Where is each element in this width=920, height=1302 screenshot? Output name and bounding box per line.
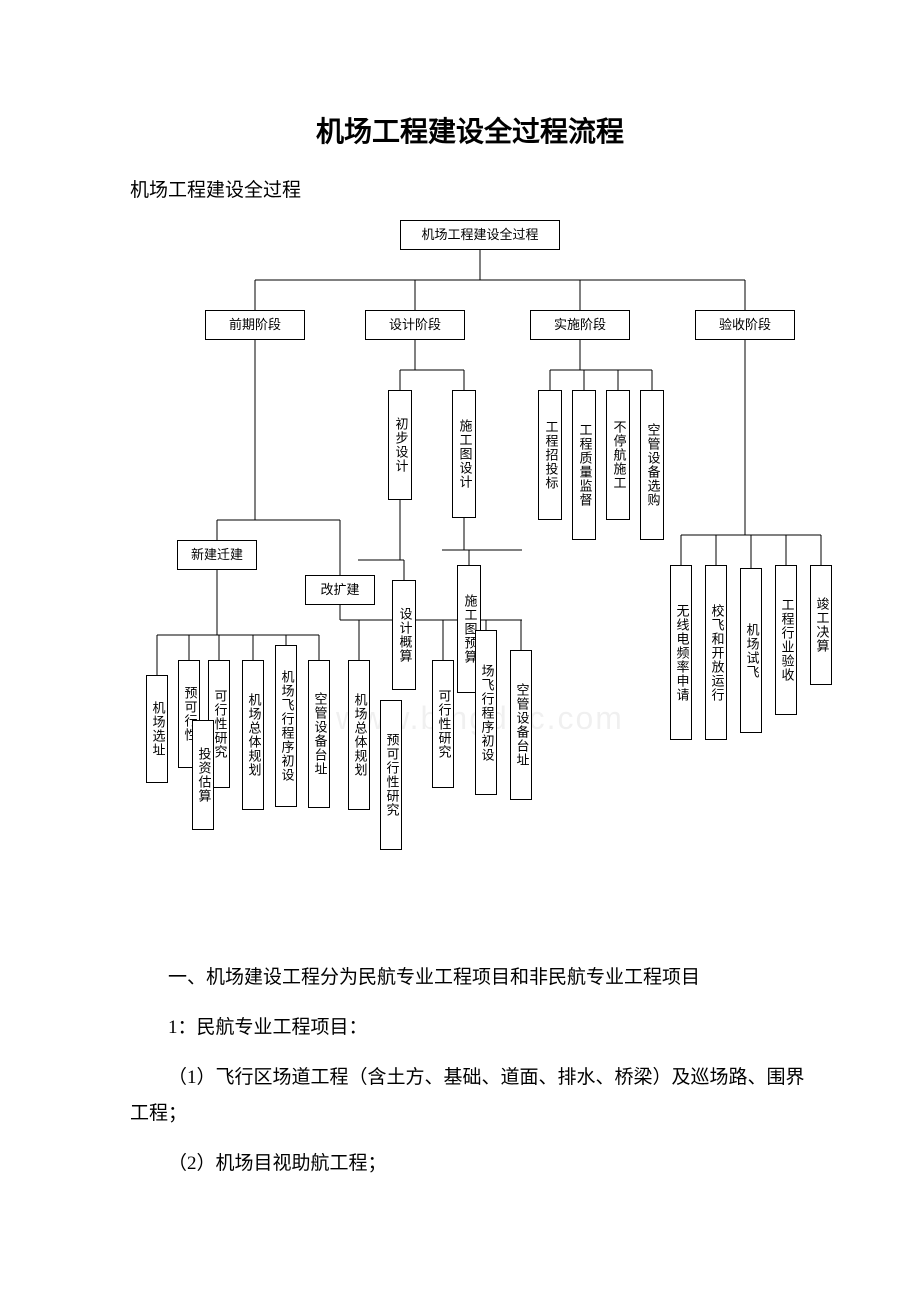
node-d2: 施工图设计 (452, 390, 476, 518)
node-dg: 设计概算 (392, 580, 416, 690)
node-phase4: 验收阶段 (695, 310, 795, 340)
node-phase3: 实施阶段 (530, 310, 630, 340)
flowchart: www.bingdoc.com 机场工程建设全过程前期阶段设计阶段实施阶段验收阶… (130, 220, 830, 920)
node-i1: 工程招投标 (538, 390, 562, 520)
node-n5: 机场飞行程序初设 (275, 645, 297, 807)
node-i3: 不停航施工 (606, 390, 630, 520)
page-title: 机场工程建设全过程流程 (130, 110, 810, 150)
node-d1: 初步设计 (388, 390, 412, 500)
node-n1: 机场选址 (146, 675, 168, 783)
node-n6: 空管设备台址 (308, 660, 330, 808)
node-eb: 改扩建 (305, 575, 375, 605)
node-phase1: 前期阶段 (205, 310, 305, 340)
paragraph-2: 1：民航专业工程项目： (130, 1010, 810, 1046)
node-root: 机场工程建设全过程 (400, 220, 560, 250)
node-i2: 工程质量监督 (572, 390, 596, 540)
document-page: 机场工程建设全过程流程 机场工程建设全过程 www.bingdoc.com 机场… (0, 0, 920, 1256)
node-a3: 机场试飞 (740, 568, 762, 733)
node-e2: 预可行性研究 (380, 700, 402, 850)
paragraph-4: （2）机场目视助航工程； (130, 1146, 810, 1182)
node-e1: 机场总体规划 (348, 660, 370, 810)
node-e4: 场飞行程序初设 (475, 630, 497, 795)
node-e3: 可行性研究 (432, 660, 454, 788)
node-a2: 校飞和开放运行 (705, 565, 727, 740)
node-n4: 机场总体规划 (242, 660, 264, 810)
node-nb: 新建迁建 (177, 540, 257, 570)
paragraph-1: 一、机场建设工程分为民航专业工程项目和非民航专业工程项目 (130, 960, 810, 996)
node-phase2: 设计阶段 (365, 310, 465, 340)
page-subtitle: 机场工程建设全过程 (130, 175, 810, 202)
node-e5: 空管设备台址 (510, 650, 532, 800)
node-i4: 空管设备选购 (640, 390, 664, 540)
node-a1: 无线电频率申请 (670, 565, 692, 740)
paragraph-3: （1）飞行区场道工程（含土方、基础、道面、排水、桥梁）及巡场路、围界工程； (130, 1060, 810, 1132)
node-a4: 工程行业验收 (775, 565, 797, 715)
node-n7: 投资估算 (192, 720, 214, 830)
node-a5: 竣工决算 (810, 565, 832, 685)
body-text: 一、机场建设工程分为民航专业工程项目和非民航专业工程项目 1：民航专业工程项目：… (130, 960, 810, 1182)
